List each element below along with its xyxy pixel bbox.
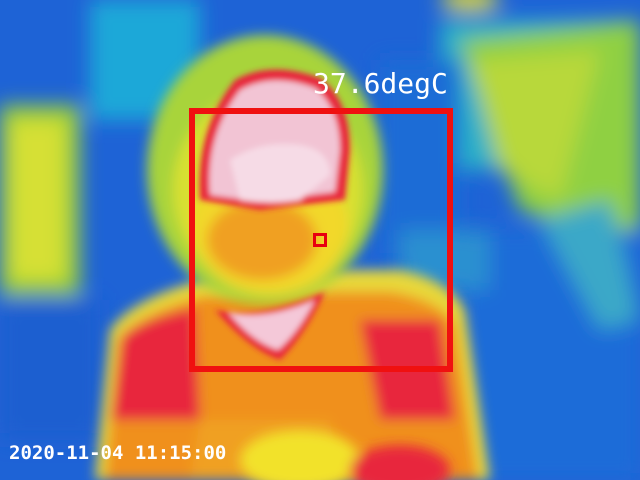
temperature-reading: 37.6degC (313, 67, 448, 100)
neck-hot-zone (215, 292, 325, 360)
temperature-measurement-point (313, 233, 327, 247)
lower-body-hotspots (240, 430, 450, 480)
face-detection-box (189, 108, 453, 372)
timestamp-overlay: 2020-11-04 11:15:00 (9, 442, 227, 464)
